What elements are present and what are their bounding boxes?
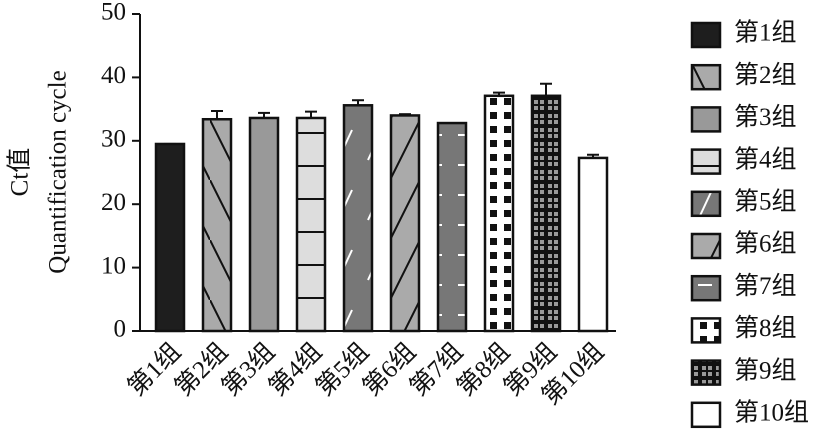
legend-label: 第10组: [734, 399, 809, 427]
bar: [577, 156, 609, 333]
legend-label: 第8组: [734, 314, 797, 342]
legend-swatch: [690, 274, 722, 302]
legend-label: 第4组: [734, 145, 797, 173]
legend-swatch: [690, 359, 722, 386]
bar: [530, 94, 562, 333]
bar: [248, 116, 280, 333]
legend-swatch: [690, 63, 722, 91]
y-tick-label: 50: [101, 0, 126, 26]
x-tick-label: 第1组: [122, 337, 186, 401]
x-tick-label: 第7组: [404, 337, 468, 401]
legend-swatch: [690, 190, 722, 218]
x-tick-label: 第8组: [451, 337, 515, 401]
x-tick-label: 第5组: [310, 337, 374, 401]
bar: [201, 117, 233, 333]
bar: [154, 142, 186, 333]
legend-swatch: [690, 232, 722, 260]
bar: [342, 104, 374, 333]
legend-label: 第5组: [734, 188, 797, 216]
legend-swatch: [690, 317, 722, 344]
x-tick-label: 第3组: [216, 337, 280, 401]
y-tick-label: 30: [101, 126, 126, 153]
legend-swatch: [690, 21, 722, 49]
x-tick-label: 第2组: [169, 337, 233, 401]
legend-label: 第3组: [734, 103, 797, 131]
y-tick-label: 0: [114, 316, 127, 343]
legend-swatch: [690, 148, 722, 175]
legend-swatch: [690, 106, 722, 133]
y-axis-label: Ct值: [6, 148, 34, 197]
y-axis-label: Quantification cycle: [45, 70, 72, 273]
y-tick-label: 10: [101, 252, 126, 279]
bar: [483, 94, 515, 333]
bar: [295, 116, 327, 333]
legend-label: 第9组: [734, 356, 797, 384]
bar: [389, 114, 421, 333]
legend-label: 第7组: [734, 272, 797, 300]
legend-label: 第2组: [734, 61, 797, 89]
y-tick-label: 40: [101, 62, 126, 89]
legend-label: 第1组: [734, 19, 797, 47]
x-tick-label: 第4组: [263, 337, 327, 401]
legend-label: 第6组: [734, 230, 797, 258]
legend-swatch: [690, 401, 722, 429]
x-tick-label: 第6组: [357, 337, 421, 401]
bar: [436, 121, 468, 333]
y-tick-label: 20: [101, 189, 126, 216]
